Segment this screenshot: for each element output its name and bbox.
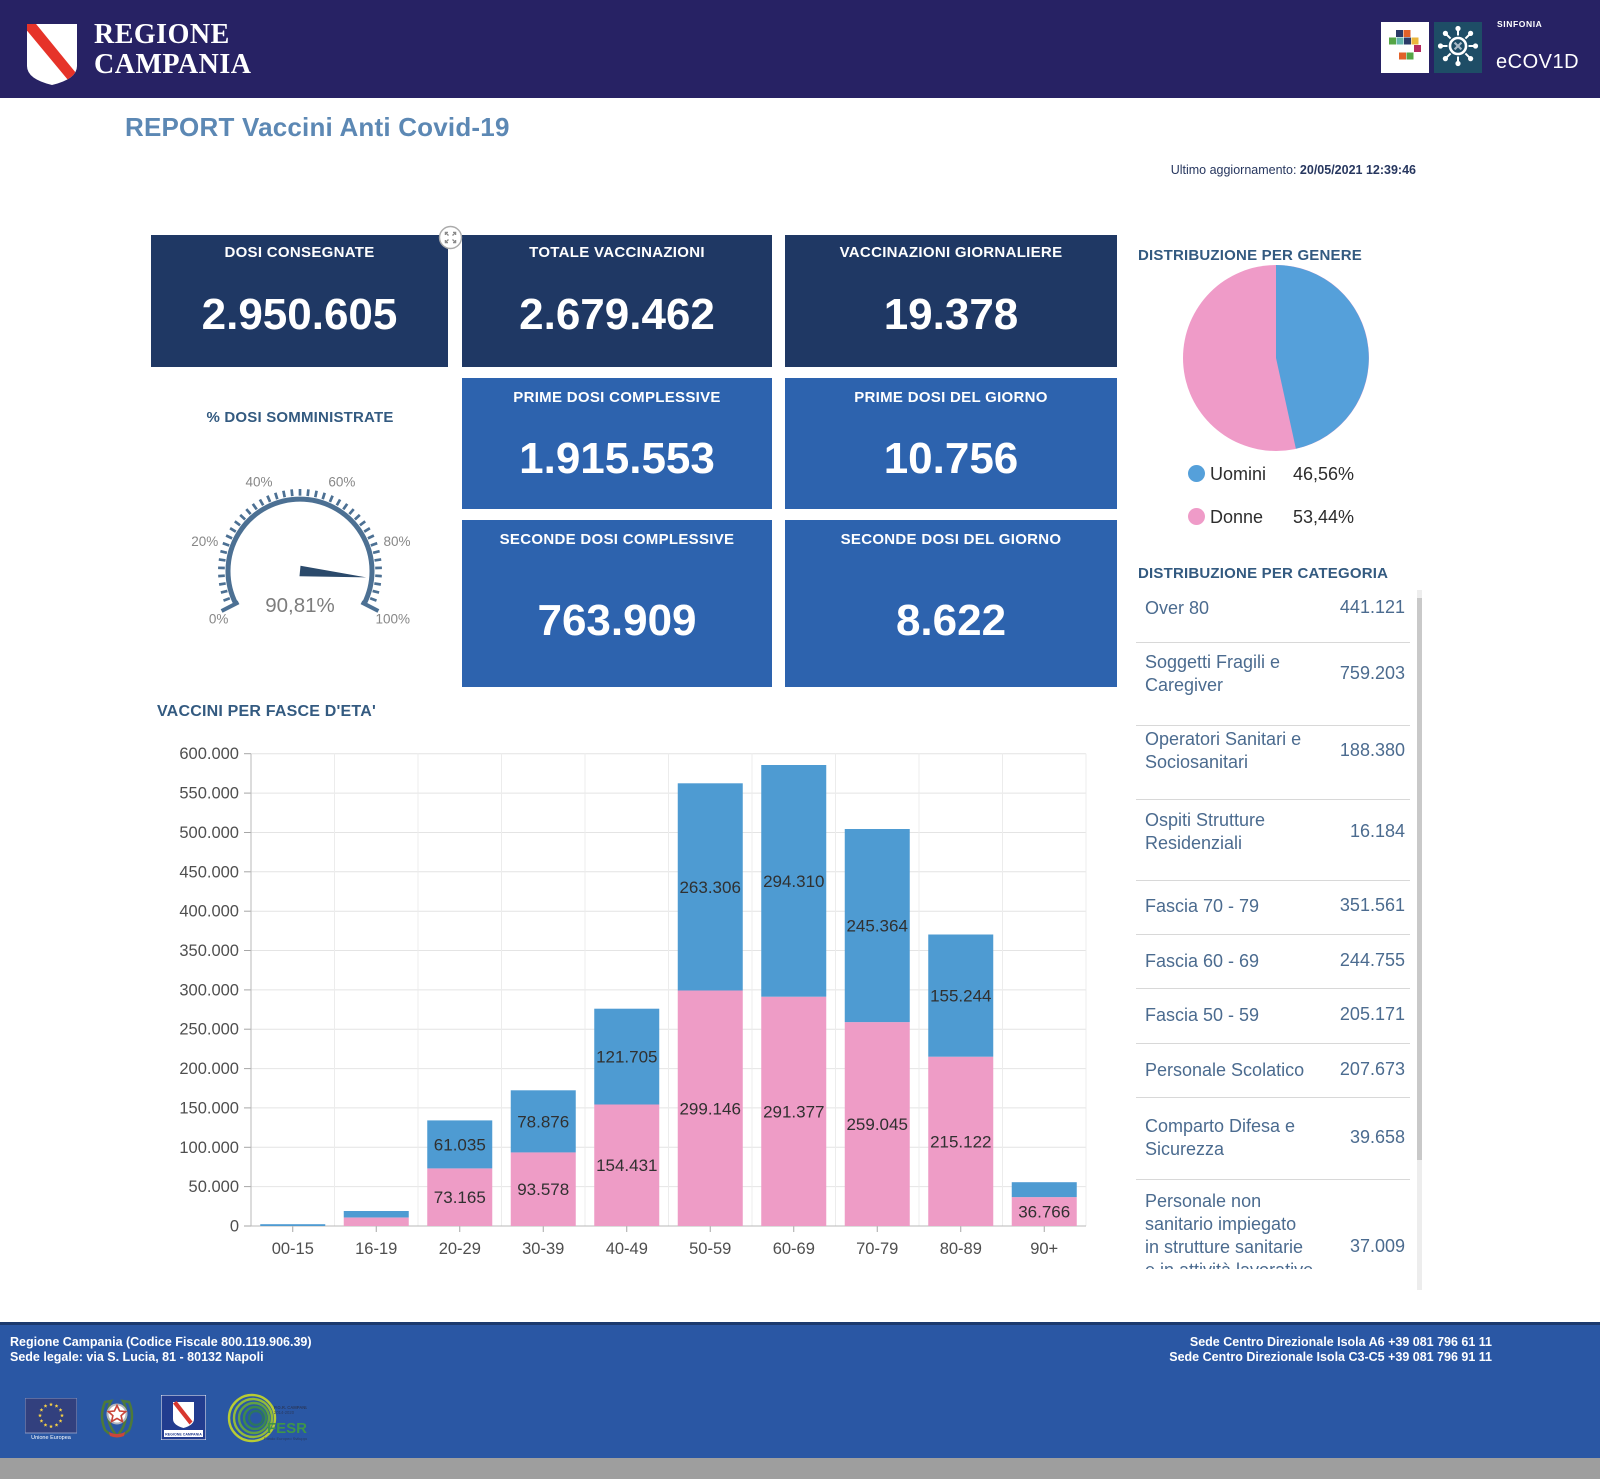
svg-text:263.306: 263.306 (679, 878, 740, 897)
svg-text:250.000: 250.000 (179, 1021, 239, 1039)
svg-text:P.O.R. CAMPANIA: P.O.R. CAMPANIA (274, 1405, 307, 1410)
svg-text:70-79: 70-79 (856, 1240, 898, 1258)
svg-text:350.000: 350.000 (179, 942, 239, 960)
svg-text:20-29: 20-29 (439, 1240, 481, 1258)
svg-text:Unione Europea: Unione Europea (31, 1435, 72, 1440)
svg-text:299.146: 299.146 (679, 1099, 740, 1118)
svg-text:2014-2020: 2014-2020 (274, 1410, 295, 1415)
svg-text:100%: 100% (376, 612, 411, 627)
svg-text:78.876: 78.876 (517, 1112, 569, 1131)
svg-text:121.705: 121.705 (596, 1048, 657, 1067)
svg-text:0%: 0% (209, 612, 229, 627)
svg-text:93.578: 93.578 (517, 1180, 569, 1199)
svg-text:200.000: 200.000 (179, 1060, 239, 1078)
svg-text:600.000: 600.000 (179, 745, 239, 763)
svg-text:60-69: 60-69 (773, 1240, 815, 1258)
svg-text:155.244: 155.244 (930, 987, 991, 1006)
svg-text:60%: 60% (328, 475, 355, 490)
svg-text:80%: 80% (383, 534, 410, 549)
svg-text:245.364: 245.364 (846, 917, 907, 936)
svg-text:450.000: 450.000 (179, 863, 239, 881)
svg-text:REGIONE CAMPANIA: REGIONE CAMPANIA (165, 1432, 202, 1436)
svg-text:36.766: 36.766 (1018, 1203, 1070, 1222)
svg-text:00-15: 00-15 (272, 1240, 314, 1258)
svg-text:73.165: 73.165 (434, 1188, 486, 1207)
svg-text:100.000: 100.000 (179, 1139, 239, 1157)
svg-text:50-59: 50-59 (689, 1240, 731, 1258)
svg-text:500.000: 500.000 (179, 824, 239, 842)
svg-text:154.431: 154.431 (596, 1156, 657, 1175)
svg-text:61.035: 61.035 (434, 1135, 486, 1154)
svg-text:FESR: FESR (267, 1420, 307, 1437)
svg-text:50.000: 50.000 (189, 1178, 239, 1196)
svg-text:Fondo Europeo Sviluppo Regiona: Fondo Europeo Sviluppo Regionale (264, 1436, 307, 1441)
svg-text:20%: 20% (191, 534, 218, 549)
svg-text:40-49: 40-49 (606, 1240, 648, 1258)
svg-text:259.045: 259.045 (846, 1115, 907, 1134)
svg-text:90,81%: 90,81% (265, 594, 335, 617)
svg-text:0: 0 (230, 1218, 239, 1236)
svg-text:400.000: 400.000 (179, 903, 239, 921)
svg-text:16-19: 16-19 (355, 1240, 397, 1258)
svg-text:550.000: 550.000 (179, 785, 239, 803)
svg-text:291.377: 291.377 (763, 1102, 824, 1121)
svg-text:30-39: 30-39 (522, 1240, 564, 1258)
svg-text:40%: 40% (245, 475, 272, 490)
svg-text:150.000: 150.000 (179, 1099, 239, 1117)
svg-text:294.310: 294.310 (763, 872, 824, 891)
svg-text:300.000: 300.000 (179, 981, 239, 999)
svg-text:80-89: 80-89 (940, 1240, 982, 1258)
svg-text:90+: 90+ (1030, 1240, 1058, 1258)
svg-text:215.122: 215.122 (930, 1132, 991, 1151)
